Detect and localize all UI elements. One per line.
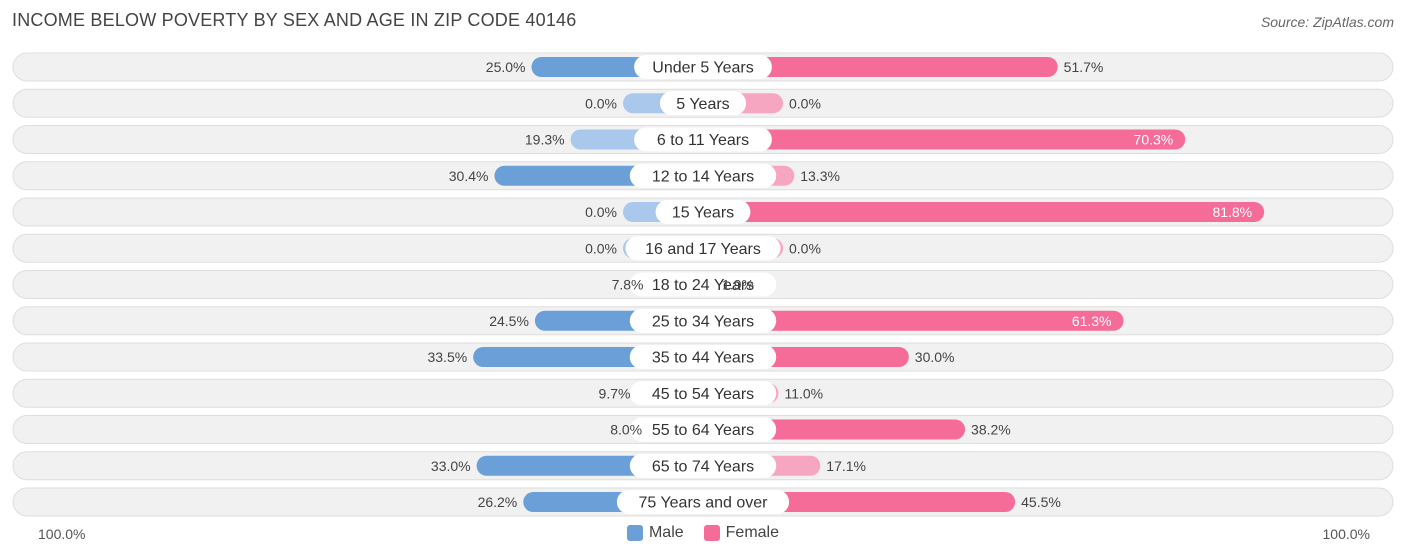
axis-right-label: 100.0%: [1322, 526, 1370, 542]
category-label: 75 Years and over: [639, 495, 769, 512]
category-label: 18 to 24 Years: [652, 277, 754, 294]
bar-chart: Under 5 Years 25.0% 51.7% 5 Years 0.0% 0.0% 6 …: [12, 52, 1394, 517]
value-label-male: 30.4%: [449, 168, 489, 184]
category-label-bg: [629, 453, 777, 478]
value-label-female: 70.3%: [1134, 132, 1174, 148]
category-label: 6 to 11 Years: [657, 132, 749, 149]
legend-swatch-male: [626, 525, 643, 541]
legend-swatch-female: [703, 525, 720, 541]
category-label-bg: [629, 417, 777, 442]
value-label-male: 24.5%: [489, 313, 529, 329]
value-label-male: 7.8%: [612, 277, 644, 293]
value-label-female: 0.0%: [789, 95, 821, 111]
value-label-male: 25.0%: [486, 59, 526, 75]
value-label-female: 0.0%: [789, 240, 821, 256]
category-label-bg: [634, 127, 772, 152]
category-label: 12 to 14 Years: [652, 168, 754, 185]
category-label-bg: [625, 236, 781, 261]
axis-left-label: 100.0%: [38, 526, 86, 542]
value-label-male: 33.0%: [431, 458, 471, 474]
value-label-female: 61.3%: [1072, 313, 1112, 329]
value-label-male: 33.5%: [427, 349, 467, 365]
value-label-female: 13.3%: [800, 168, 840, 184]
value-label-male: 26.2%: [478, 494, 518, 510]
bar-female: [703, 202, 1265, 222]
category-label: 45 to 54 Years: [652, 386, 754, 403]
category-label: 25 to 34 Years: [652, 313, 754, 330]
category-label-bg: [629, 163, 777, 188]
category-label-bg: [629, 308, 777, 333]
category-label: Under 5 Years: [652, 60, 753, 77]
category-label: 55 to 64 Years: [652, 422, 754, 439]
chart-title: INCOME BELOW POVERTY BY SEX AND AGE IN Z…: [12, 10, 577, 30]
category-label-bg: [616, 490, 790, 514]
category-label: 5 Years: [676, 96, 729, 113]
category-label-bg: [629, 272, 777, 297]
value-label-female: 1.9%: [722, 277, 754, 293]
value-label-male: 9.7%: [599, 385, 631, 401]
source-label: Source: ZipAtlas.com: [1260, 14, 1394, 30]
legend-item-male[interactable]: Male: [626, 524, 684, 542]
value-label-female: 51.7%: [1064, 59, 1104, 75]
category-label: 15 Years: [672, 205, 734, 222]
bar-female: [703, 129, 1186, 150]
category-label-bg: [659, 91, 747, 116]
value-label-female: 17.1%: [826, 458, 866, 474]
category-label-bg: [629, 381, 777, 406]
category-label: 16 and 17 Years: [645, 241, 761, 258]
legend: Male Female: [0, 524, 1406, 542]
value-label-female: 38.2%: [971, 422, 1011, 438]
category-label-bg: [629, 345, 777, 369]
value-label-female: 11.0%: [784, 385, 823, 401]
category-label-bg: [655, 200, 751, 224]
value-label-female: 81.8%: [1212, 204, 1252, 220]
value-label-female: 30.0%: [915, 349, 955, 365]
value-label-male: 0.0%: [585, 204, 617, 220]
value-label-male: 0.0%: [585, 95, 617, 111]
value-label-male: 19.3%: [525, 132, 565, 148]
category-label-bg: [634, 55, 772, 79]
legend-item-female[interactable]: Female: [703, 524, 780, 542]
bar-female: [703, 310, 1124, 331]
category-label: 65 to 74 Years: [652, 458, 754, 475]
bar-female: [703, 57, 1058, 77]
value-label-female: 45.5%: [1021, 494, 1061, 510]
value-label-male: 8.0%: [610, 422, 642, 438]
value-label-male: 0.0%: [585, 240, 617, 256]
legend-label-male: Male: [648, 524, 684, 541]
category-label: 35 to 44 Years: [652, 350, 754, 367]
legend-label-female: Female: [725, 524, 780, 541]
